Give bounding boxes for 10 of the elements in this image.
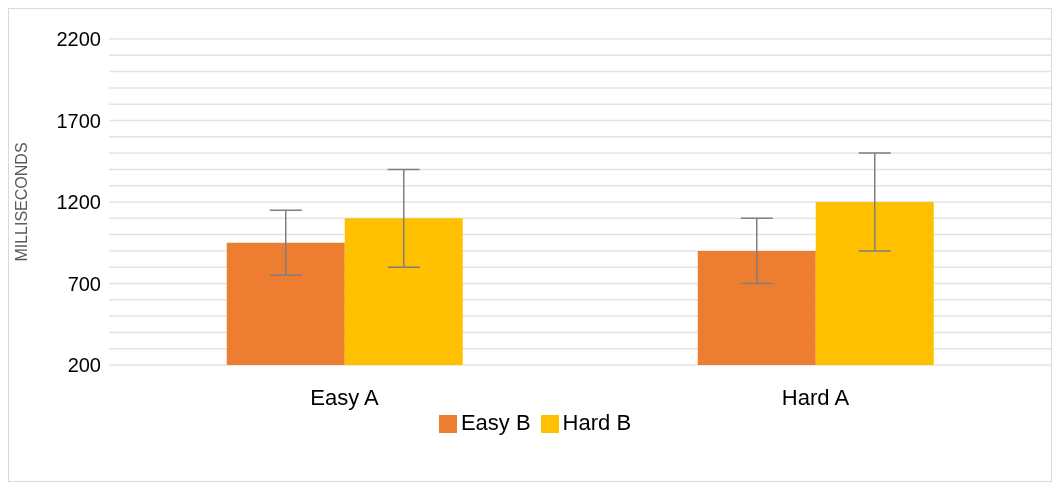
legend-label: Hard B: [562, 410, 632, 435]
y-tick-label: 700: [67, 272, 101, 295]
x-tick-label: Easy A: [310, 384, 380, 410]
legend-label: Easy B: [460, 410, 531, 435]
y-tick-label: 1700: [56, 109, 101, 132]
y-tick-label: 1200: [56, 191, 101, 214]
y-tick-label: 200: [67, 354, 101, 377]
y-tick-label: 2200: [56, 28, 101, 51]
y-axis-title: MILLISECONDS: [12, 142, 30, 262]
x-tick-label: Hard A: [781, 384, 850, 410]
